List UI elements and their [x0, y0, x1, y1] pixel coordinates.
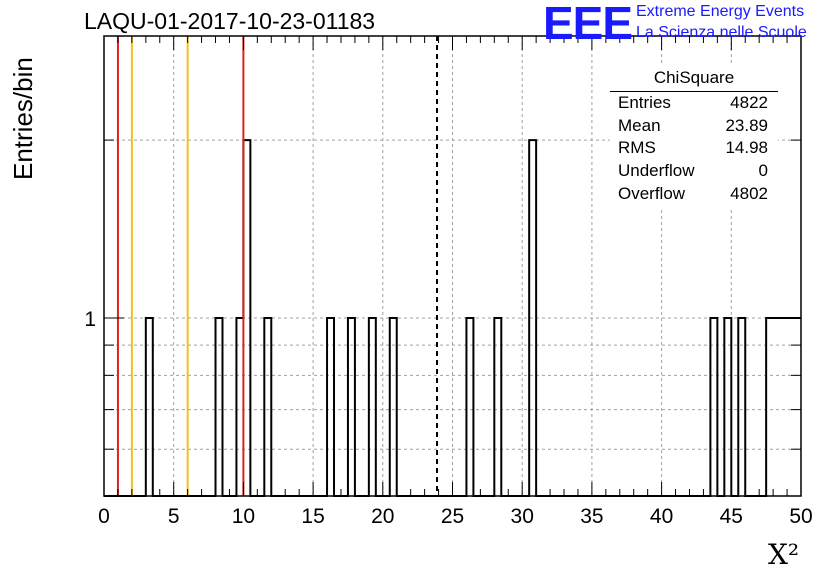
x-tick-label: 5: [168, 505, 180, 528]
x-tick-label: 20: [371, 505, 394, 528]
x-tick-label: 0: [98, 505, 110, 528]
stat-value: 23.89: [725, 116, 768, 135]
y-tick-label: 1: [84, 308, 96, 331]
stat-row-rms: RMS 14.98: [618, 138, 768, 160]
stat-name: Mean: [618, 116, 661, 135]
stat-row-entries: Entries 4822: [618, 93, 768, 115]
stat-name: Entries: [618, 93, 671, 112]
stat-row-overflow: Overflow 4802: [618, 184, 768, 206]
x-tick-label: 50: [789, 505, 812, 528]
stat-name: RMS: [618, 138, 656, 157]
logo-line-1: Extreme Energy Events: [636, 3, 805, 20]
chart-title: LAQU-01-2017-10-23-01183: [84, 8, 376, 34]
logo-line-2: La Scienza nelle Scuole: [636, 24, 807, 41]
stat-name: Overflow: [618, 184, 686, 203]
x-tick-label: 30: [511, 505, 534, 528]
stat-row-mean: Mean 23.89: [618, 116, 768, 138]
stat-value: 0: [758, 161, 768, 180]
stats-box: ChiSquare Entries 4822 Mean 23.89 RMS 14…: [610, 66, 778, 208]
stat-row-underflow: Underflow 0: [618, 161, 768, 183]
stat-value: 4822: [730, 93, 768, 112]
x-axis-label: X²: [768, 538, 800, 571]
stat-name: Underflow: [618, 161, 695, 180]
x-tick-label: 45: [720, 505, 743, 528]
x-tick-label: 10: [232, 505, 255, 528]
eee-logo: EEE: [543, 0, 633, 49]
stat-value: 14.98: [725, 138, 768, 157]
x-tick-label: 40: [650, 505, 673, 528]
stat-value: 4802: [730, 184, 768, 203]
y-axis-label: Entries/bin: [8, 57, 38, 180]
x-tick-label: 35: [580, 505, 603, 528]
x-tick-label: 25: [441, 505, 464, 528]
stats-title: ChiSquare: [653, 68, 735, 87]
x-tick-label: 15: [301, 505, 324, 528]
stats-divider: [610, 91, 778, 92]
